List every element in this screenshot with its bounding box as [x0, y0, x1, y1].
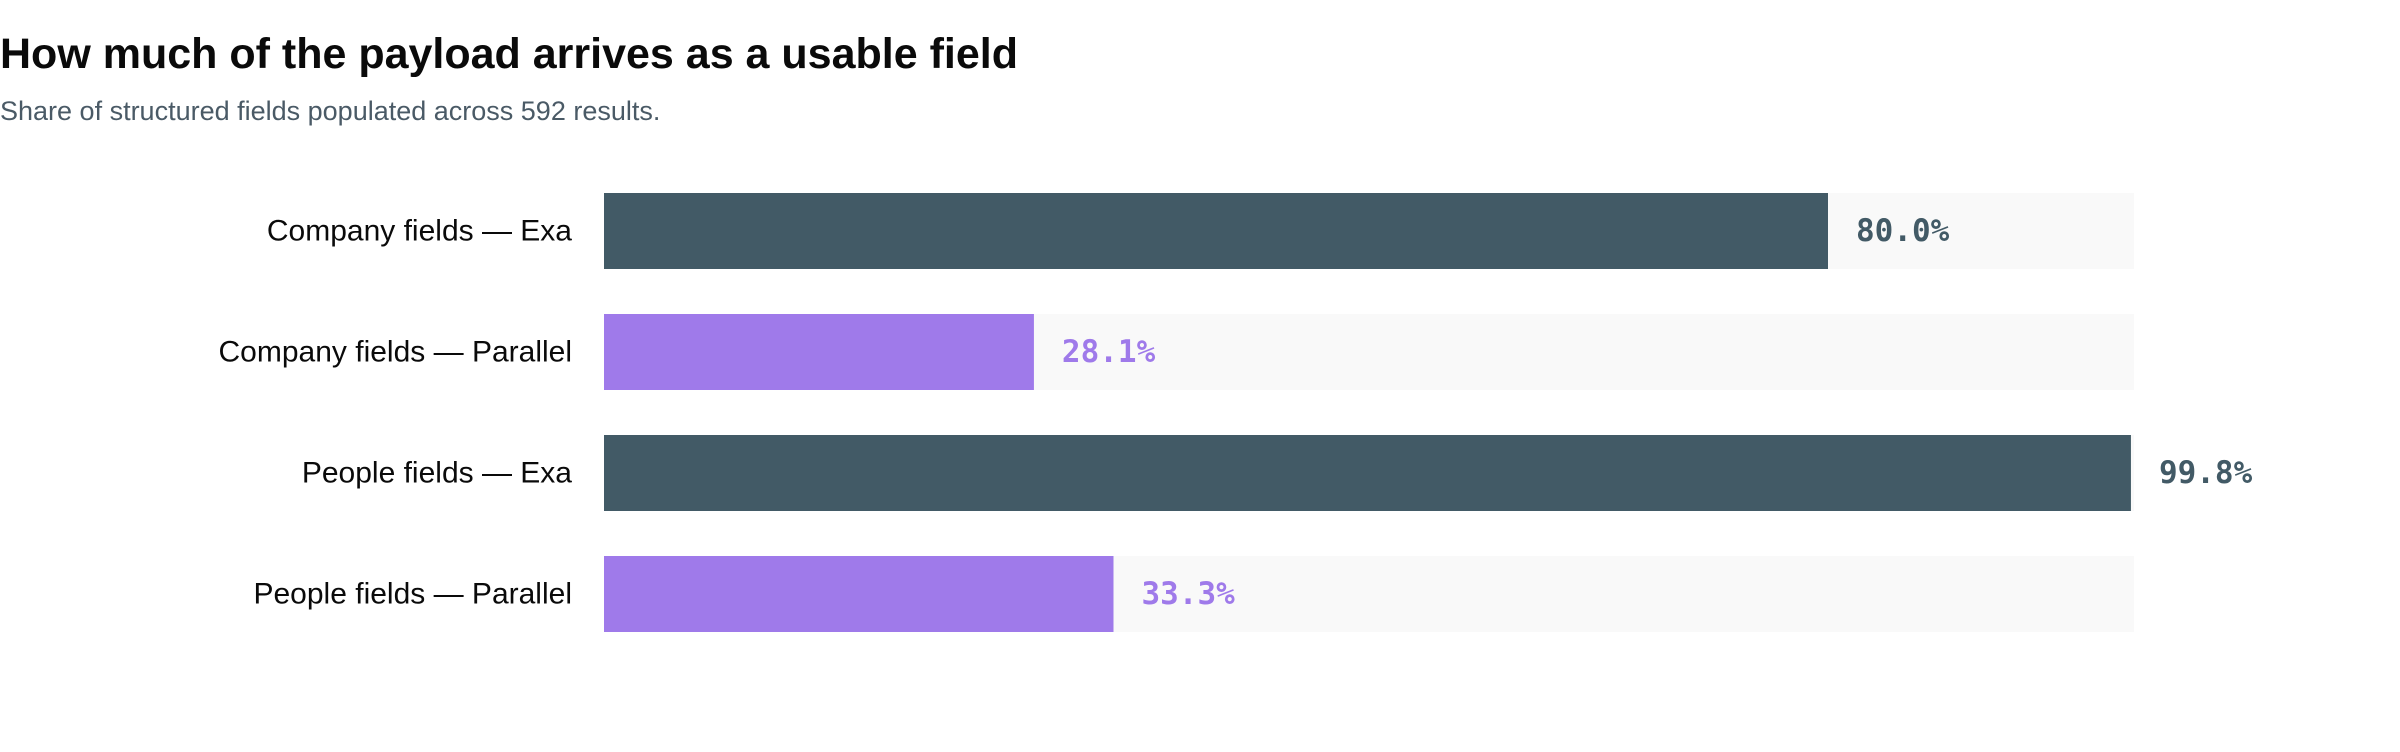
chart-subtitle: Share of structured fields populated acr… [0, 96, 661, 126]
category-label: Company fields — Parallel [219, 336, 572, 369]
value-label: 28.1% [1062, 334, 1156, 370]
bar [604, 193, 1828, 269]
value-label: 80.0% [1856, 213, 1950, 249]
category-label: People fields — Parallel [253, 578, 572, 611]
bar [604, 314, 1034, 390]
value-label: 33.3% [1141, 576, 1235, 612]
value-label: 99.8% [2159, 455, 2253, 491]
bar [604, 435, 2131, 511]
chart-title: How much of the payload arrives as a usa… [0, 30, 1018, 78]
bar [604, 556, 1114, 632]
category-label: Company fields — Exa [267, 215, 572, 248]
category-label: People fields — Exa [302, 457, 572, 490]
